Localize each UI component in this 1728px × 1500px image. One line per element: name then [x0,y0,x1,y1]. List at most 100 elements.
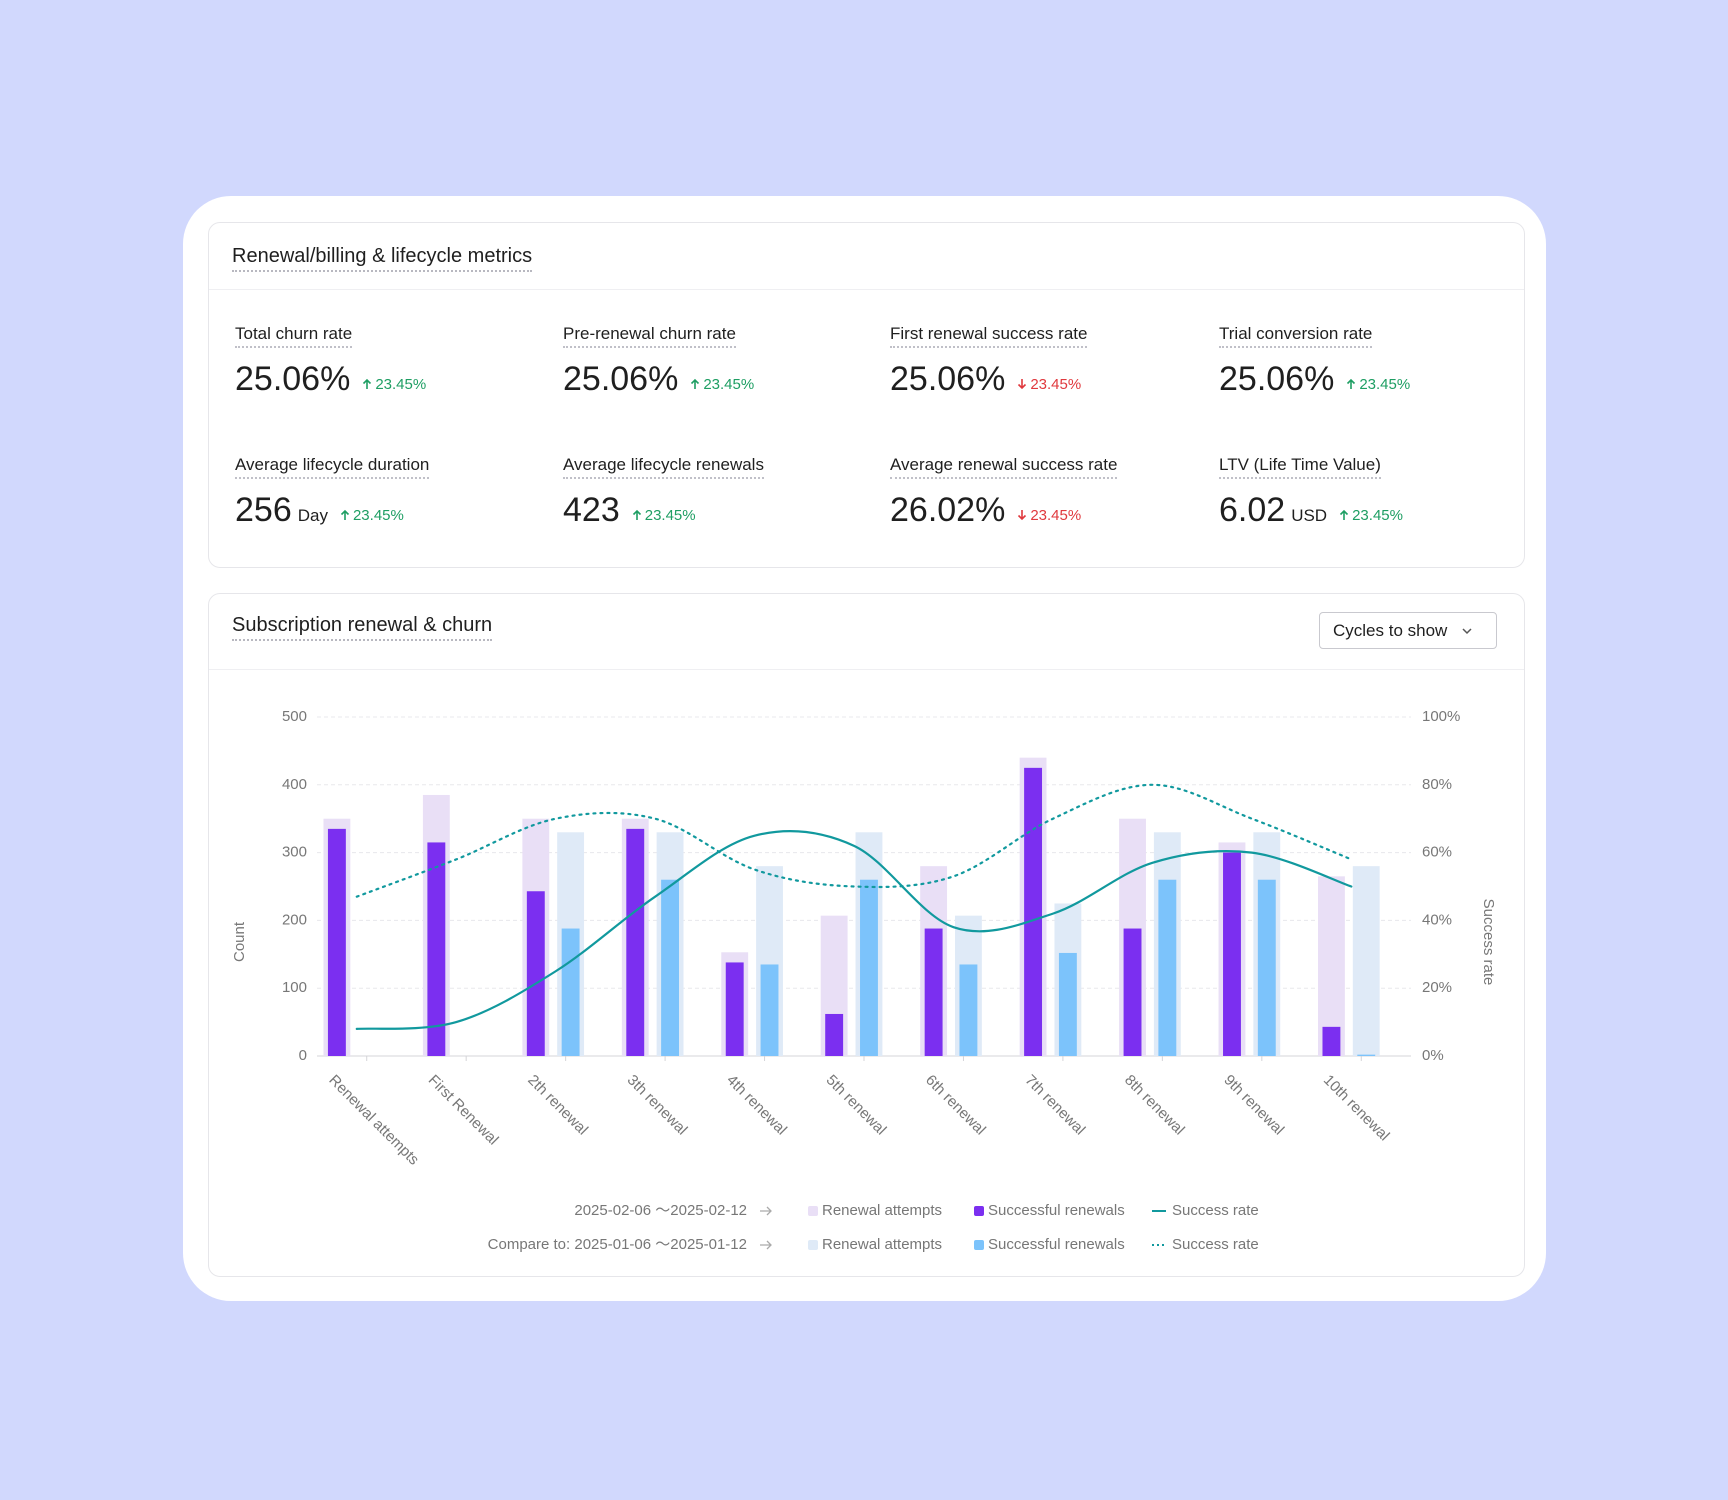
metric-value: 25.06% [1219,360,1335,398]
metric-row: 6.02 USD 23.45% [1219,491,1539,530]
legend-swatch [974,1206,984,1216]
metric-card: Average renewal success rate 26.02% 23.45% [890,455,1210,530]
metric-change-value: 23.45% [1352,506,1403,524]
y-tick-label: 200 [282,911,307,928]
bar [959,964,978,1056]
y2-tick-label: 40% [1422,911,1452,928]
metrics-panel: Renewal/billing & lifecycle metrics Tota… [208,222,1525,568]
metric-value: 6.02 [1219,491,1286,529]
divider [209,669,1524,670]
chevron-icon[interactable] [1461,627,1473,635]
metric-card: First renewal success rate 25.06% 23.45% [890,324,1210,399]
bar [427,842,446,1056]
x-tick-label: 5th renewal [823,1072,890,1139]
metric-label: Average lifecycle duration [235,455,430,479]
bar [1223,852,1241,1056]
metric-change: 23.45% [340,507,404,524]
x-tick-label: 7th renewal [1022,1072,1089,1139]
metric-row: 423 23.45% [563,491,883,530]
y2-tick-label: 0% [1422,1047,1444,1064]
x-tick-label: 2th renewal [524,1072,591,1139]
bar [1357,1054,1376,1056]
metric-card: Pre-renewal churn rate 25.06% 23.45% [563,324,883,399]
metric-change: 23.45% [1017,376,1081,393]
metric-card: Average lifecycle duration 256 Day 23.45% [235,455,555,530]
legend-label: Success rate [1172,1202,1259,1219]
y-tick-label: 300 [282,844,307,861]
metric-unit: USD [1291,506,1328,525]
legend-label: Successful renewals [988,1202,1125,1219]
metric-change-value: 23.45% [644,506,696,524]
panel-title: Subscription renewal & churn [232,614,493,641]
metric-change-value: 23.45% [1359,375,1411,393]
legend-label: Success rate [1172,1236,1259,1253]
x-tick-label: First Renewal [425,1072,502,1149]
x-tick-label: Renewal attempts [325,1072,422,1169]
legend-label: Renewal attempts [822,1236,942,1253]
metric-row: 26.02% 23.45% [890,491,1210,530]
trend-icon [340,509,350,520]
bar [725,962,744,1056]
trend-icon [363,378,372,389]
x-tick-label: 4th renewal [723,1072,790,1139]
legend-swatch [808,1206,818,1216]
trend-icon [1340,509,1349,520]
metric-value: 25.06% [235,360,351,398]
legend-swatch [808,1240,818,1250]
trend-icon [632,509,641,520]
legend-period: Compare to: 2025-01-06 ～2025-01-12 [488,1236,747,1253]
bar [1352,866,1380,1056]
bar [526,891,545,1056]
metric-change-value: 23.45% [1030,506,1082,524]
bar [626,828,645,1056]
y2-tick-label: 80% [1422,776,1452,793]
x-tick-label: 6th renewal [922,1072,989,1139]
y2-tick-label: 100% [1422,708,1460,725]
legend-label: Successful renewals [988,1236,1125,1253]
arrow-icon [760,1240,772,1250]
metric-label: Pre-renewal churn rate [563,324,736,348]
bar [1024,767,1043,1056]
y-tick-label: 400 [282,776,307,793]
metric-change: 23.45% [1339,507,1403,524]
bar [1318,876,1345,1056]
metric-change-value: 23.45% [352,506,404,524]
metric-value: 423 [563,491,620,529]
metric-row: 25.06% 23.45% [1219,360,1539,399]
button-label[interactable]: Cycles to show [1333,620,1448,640]
y-tick-label: 100 [282,979,307,996]
y-tick-label: 0 [299,1047,307,1064]
y2-tick-label: 20% [1422,979,1452,996]
cycles-dropdown[interactable]: Cycles to show [1319,612,1497,649]
metric-label: Average renewal success rate [890,455,1118,479]
y2-axis-label: Success rate [1480,899,1497,986]
metric-value: 256 [235,491,292,529]
bar [860,879,878,1056]
metric-label: Trial conversion rate [1219,324,1373,348]
metric-row: 25.06% 23.45% [890,360,1210,399]
panel-title: Renewal/billing & lifecycle metrics [232,245,533,272]
bar [760,964,779,1056]
bar [1257,879,1276,1056]
bar [825,1013,844,1056]
trend-icon [691,378,700,389]
x-tick-label: 3th renewal [624,1072,691,1139]
rate-line [355,783,1353,898]
trend-icon [1018,379,1027,390]
rate-line [355,830,1353,1030]
metric-change: 23.45% [632,507,696,524]
metric-change-value: 23.45% [375,375,427,393]
bar [1058,952,1077,1056]
metric-row: 256 Day 23.45% [235,491,555,530]
y-tick-label: 500 [282,708,307,725]
metric-card: Average lifecycle renewals 423 23.45% [563,455,883,530]
metric-change-value: 23.45% [703,375,755,393]
trend-icon [1347,378,1356,389]
metric-row: 25.06% 23.45% [235,360,555,399]
metric-card: Total churn rate 25.06% 23.45% [235,324,555,399]
legend-swatch [974,1240,984,1250]
metric-label: Average lifecycle renewals [563,455,764,479]
metric-label: Total churn rate [235,324,353,348]
